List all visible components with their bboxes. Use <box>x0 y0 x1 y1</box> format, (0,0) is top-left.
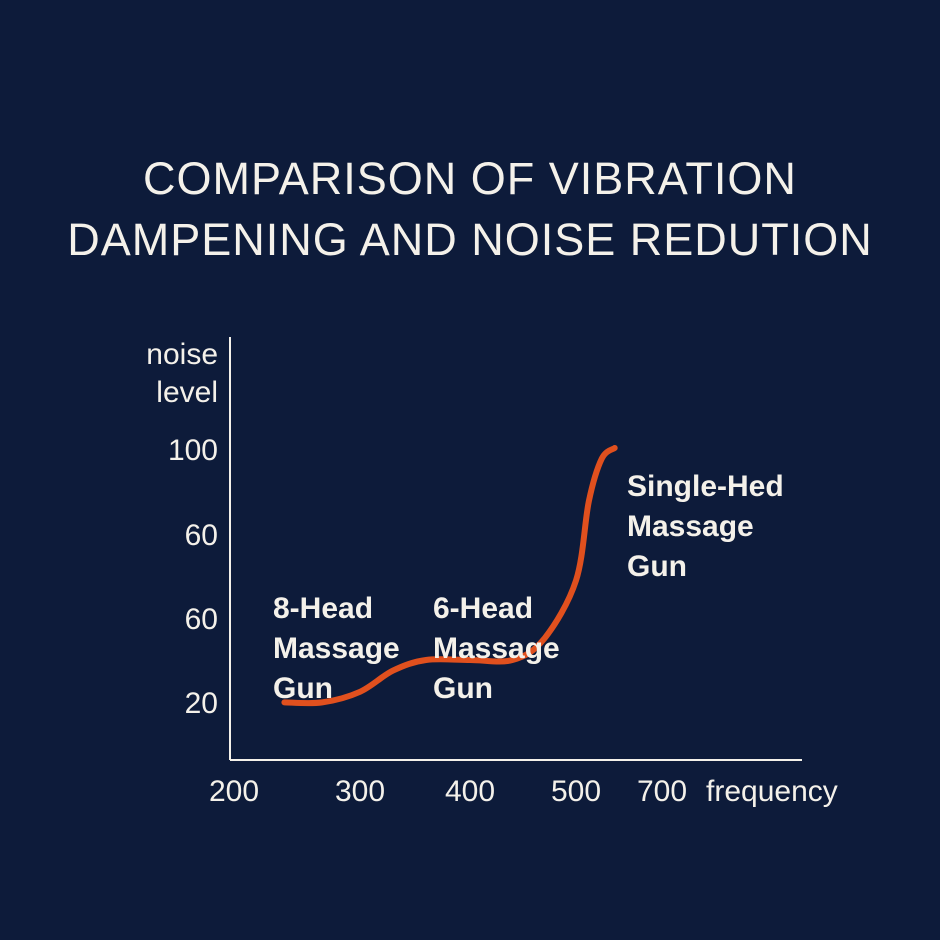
annotation-line: 8-Head <box>273 592 374 625</box>
chart-title-line-1: COMPARISON OF VIBRATION <box>143 153 797 204</box>
y-tick-label: 20 <box>184 687 218 720</box>
annotation-line: Single-Hed <box>627 470 784 503</box>
annotation-line: Gun <box>627 550 687 583</box>
y-axis-label-line-2: level <box>156 376 218 409</box>
annotation-line: Massage <box>627 510 754 543</box>
x-axis-label: frequency <box>706 775 838 808</box>
chart-title-line-2: DAMPENING AND NOISE REDUTION <box>67 214 873 265</box>
x-tick-label: 500 <box>550 775 602 808</box>
annotation-line: Massage <box>433 632 560 665</box>
y-tick-label: 60 <box>184 519 218 552</box>
annotation-6-head: 6-Head Massage Gun <box>433 589 560 709</box>
annotation-line: Gun <box>273 672 333 705</box>
annotation-line: Gun <box>433 672 493 705</box>
y-tick-label: 100 <box>167 434 218 467</box>
annotation-single-head: Single-Hed Massage Gun <box>627 467 784 587</box>
x-tick-label: 300 <box>334 775 386 808</box>
y-axis-label-line-1: noise <box>146 338 218 371</box>
noise-curve-line <box>281 445 618 707</box>
annotation-line: 6-Head <box>433 592 534 625</box>
x-tick-label: 400 <box>444 775 496 808</box>
annotation-8-head: 8-Head Massage Gun <box>273 589 400 709</box>
x-tick-label: 700 <box>636 775 688 808</box>
x-tick-label: 200 <box>208 775 260 808</box>
y-tick-label: 60 <box>184 603 218 636</box>
annotation-line: Massage <box>273 632 400 665</box>
